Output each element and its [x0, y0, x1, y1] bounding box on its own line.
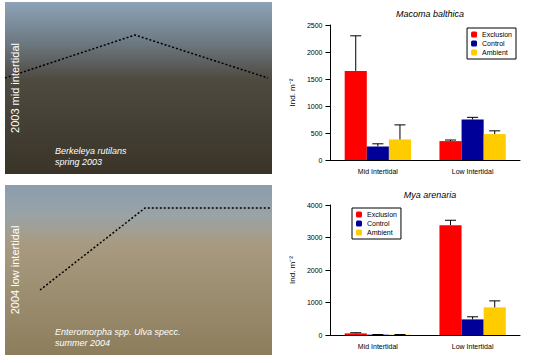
svg-text:Ind. m⁻²: Ind. m⁻² — [288, 78, 297, 106]
svg-text:2004 low intertidal: 2004 low intertidal — [9, 226, 21, 315]
svg-text:1000: 1000 — [307, 299, 323, 306]
svg-text:Exclusion: Exclusion — [482, 31, 512, 38]
svg-text:500: 500 — [311, 130, 323, 137]
svg-text:3000: 3000 — [307, 234, 323, 241]
svg-text:Mid Intertidal: Mid Intertidal — [358, 168, 399, 175]
svg-text:Enteromorpha spp. Ulva specc.: Enteromorpha spp. Ulva specc. — [55, 327, 181, 337]
svg-text:0: 0 — [319, 332, 323, 339]
svg-text:2000: 2000 — [307, 49, 323, 56]
svg-text:Low Intertidal: Low Intertidal — [452, 343, 494, 350]
svg-text:Macoma balthica: Macoma balthica — [396, 9, 464, 19]
svg-text:Control: Control — [367, 220, 390, 227]
svg-text:2500: 2500 — [307, 22, 323, 29]
svg-text:Mid Intertidal: Mid Intertidal — [358, 343, 399, 350]
svg-text:1500: 1500 — [307, 76, 323, 83]
svg-text:0: 0 — [319, 157, 323, 164]
svg-text:1000: 1000 — [307, 103, 323, 110]
svg-text:spring 2003: spring 2003 — [55, 157, 102, 167]
svg-text:Ambient: Ambient — [482, 49, 508, 56]
svg-text:2000: 2000 — [307, 267, 323, 274]
svg-text:summer 2004: summer 2004 — [55, 338, 110, 348]
svg-text:Exclusion: Exclusion — [367, 211, 397, 218]
svg-text:Berkeleya rutilans: Berkeleya rutilans — [55, 146, 127, 156]
svg-text:Mya arenaria: Mya arenaria — [404, 190, 457, 200]
svg-text:Ind. m⁻²: Ind. m⁻² — [288, 256, 297, 284]
svg-text:2003 mid intertidal: 2003 mid intertidal — [9, 43, 21, 133]
svg-text:Control: Control — [482, 40, 505, 47]
svg-text:Ambient: Ambient — [367, 229, 393, 236]
svg-text:Low Intertidal: Low Intertidal — [452, 168, 494, 175]
svg-text:4000: 4000 — [307, 202, 323, 209]
